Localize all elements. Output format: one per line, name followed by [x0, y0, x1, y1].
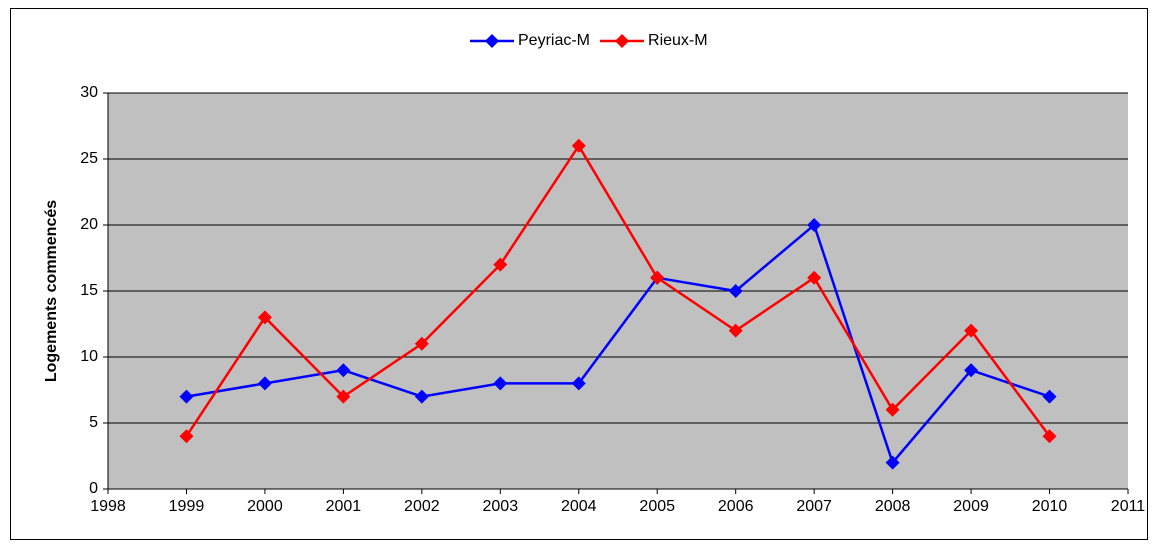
series-line	[185, 143, 1051, 437]
point-marker	[414, 336, 429, 351]
point-marker	[414, 389, 429, 404]
point-marker	[964, 363, 979, 378]
point-marker	[336, 363, 351, 378]
legend-label: Rieux-M	[648, 32, 708, 49]
y-tick-label: 5	[89, 414, 98, 431]
x-tick-label: 2006	[718, 498, 754, 515]
point-marker	[179, 429, 194, 444]
y-tick-label: 15	[80, 282, 98, 299]
point-marker	[885, 455, 900, 470]
point-marker	[179, 389, 194, 404]
x-tick-label: 2008	[875, 498, 911, 515]
point-marker	[257, 310, 272, 325]
y-axis-label: Logements commencés	[43, 200, 60, 382]
x-tick-label: 2002	[404, 498, 440, 515]
x-tick-label: 1998	[90, 498, 126, 515]
y-tick-label: 10	[80, 348, 98, 365]
point-marker	[571, 376, 586, 391]
point-marker	[728, 323, 743, 338]
x-tick-label: 2010	[1032, 498, 1068, 515]
x-tick-label: 2009	[953, 498, 989, 515]
point-marker	[650, 270, 665, 285]
y-tick-label: 30	[80, 84, 98, 101]
x-tick-label: 2005	[639, 498, 675, 515]
series-line	[186, 222, 1050, 466]
point-marker	[807, 270, 822, 285]
point-marker	[1042, 429, 1057, 444]
point-marker	[728, 284, 743, 298]
x-tick-label: 2000	[247, 498, 283, 515]
x-tick-label: 2004	[561, 498, 597, 515]
legend-label: Peyriac-M	[518, 32, 590, 49]
point-marker	[885, 402, 900, 417]
x-tick-label: 1999	[169, 498, 205, 515]
point-marker	[336, 389, 351, 404]
y-tick-label: 25	[80, 150, 98, 167]
x-tick-label: 2011	[1111, 498, 1146, 515]
x-tick-label: 2003	[483, 498, 519, 515]
y-tick-label: 20	[80, 216, 98, 233]
point-marker	[964, 323, 979, 338]
point-marker	[493, 376, 508, 391]
legend-marker	[485, 34, 499, 48]
point-marker	[257, 376, 272, 391]
y-tick-label: 0	[89, 480, 98, 497]
point-marker	[571, 138, 586, 153]
x-tick-label: 2001	[326, 498, 362, 515]
legend-marker	[615, 34, 630, 48]
point-marker	[807, 218, 822, 232]
point-marker	[1042, 389, 1057, 404]
x-tick-label: 2007	[796, 498, 832, 515]
point-marker	[493, 257, 508, 272]
